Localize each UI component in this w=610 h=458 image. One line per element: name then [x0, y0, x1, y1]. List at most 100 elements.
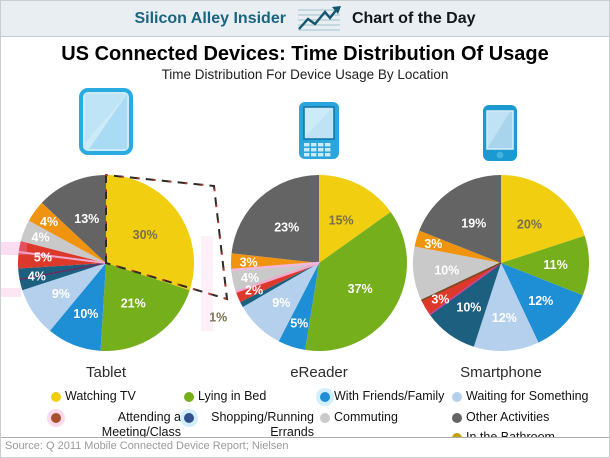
slice-label: 1% [209, 311, 227, 325]
slice-label: 9% [272, 296, 290, 310]
pie-chart-tablet: 30% 21% 10% 9% 4% 5% 4% 4% 13% Tablet [8, 165, 229, 381]
slice-label: 20% [517, 217, 542, 231]
slice-label: 12% [492, 311, 517, 325]
pie-caption-tablet: Tablet [85, 364, 127, 381]
slice-label: 19% [461, 216, 486, 230]
legend-dot-waiting [452, 392, 462, 402]
slice-label: 13% [74, 212, 99, 226]
slice-label: 2% [245, 284, 263, 298]
slice-label: 30% [133, 228, 158, 242]
legend-item-attending-meeting: Attending a Meeting/Class [51, 410, 184, 441]
pie-slice [41, 175, 106, 263]
slice-label: 4% [28, 270, 46, 284]
slice-label: 10% [73, 307, 98, 321]
pie-slice [106, 175, 194, 291]
pie-slice [231, 175, 319, 263]
legend-item-lying-in-bed: Lying in Bed [184, 389, 320, 405]
slice-label: 4% [32, 231, 50, 245]
pie-slice [473, 263, 539, 351]
slice-label: 3% [424, 237, 442, 251]
pie-slice [235, 263, 319, 303]
pie-slice [242, 263, 319, 342]
tablet-icon [79, 88, 133, 155]
legend-label: Attending a Meeting/Class [101, 409, 181, 440]
slice-label: 10% [434, 263, 459, 277]
slice-label: 10% [456, 301, 481, 315]
slice-label: 15% [329, 213, 354, 227]
pie-chart-ereader: 15% 37% 5% 9% 1% 2% 4% 3% 23% eReader [209, 165, 417, 381]
legend-label: Shopping/Running Errands [211, 409, 314, 440]
slice-label: 4% [241, 271, 259, 285]
legend-item-with-friends: With Friends/Family [320, 389, 452, 405]
legend-item-other-activities: Other Activities [452, 410, 605, 426]
legend-dot-lying-in-bed [184, 392, 194, 402]
legend-dot-other-activities [452, 412, 462, 423]
slice-label: 3% [431, 292, 449, 306]
legend-item-watching-tv: Watching TV [51, 389, 184, 405]
line-chart-icon [297, 5, 341, 30]
slice-label: 5% [34, 251, 52, 265]
pie-slice [240, 263, 319, 307]
pie-slice [305, 211, 407, 351]
slice-label: 3% [240, 255, 258, 269]
legend-item-shopping-errands: Shopping/Running Errands [184, 410, 320, 441]
legend-column: With Friends/Family Commuting [320, 389, 452, 425]
slice-label: 4% [40, 215, 58, 229]
ereader-icon [299, 102, 339, 159]
legend-dot-with-friends [320, 392, 330, 402]
legend-dot-watching-tv [51, 392, 61, 402]
legend-label: With Friends/Family [334, 389, 445, 403]
pie-slice [414, 230, 501, 263]
legend-column: Watching TV Attending a Meeting/Class [51, 389, 184, 441]
pie-slice [501, 263, 583, 343]
slice-label: 37% [348, 282, 373, 296]
legend-column: Lying in Bed Shopping/Running Errands [184, 389, 320, 441]
pie-slice [501, 175, 585, 263]
pie-slice [413, 246, 501, 301]
pie-slice [278, 263, 319, 350]
legend-item-commuting: Commuting [320, 410, 452, 426]
pie-chart-smartphone: 20% 11% 12% 12% 10% 3% 10% 3% 19% Smartphone [403, 165, 599, 381]
slice-sliver-artifacts [421, 262, 502, 316]
slice-label: 12% [528, 294, 553, 308]
slice-label: 11% [543, 258, 567, 272]
slice-label: 5% [290, 317, 308, 331]
page-subtitle: Time Distribution For Device Usage By Lo… [161, 67, 449, 82]
legend-dot-shopping-errands [184, 412, 194, 423]
pie-slice [17, 241, 106, 269]
legend-label: Commuting [334, 409, 398, 424]
pie-slice [319, 175, 391, 263]
legend-label: Watching TV [65, 389, 136, 403]
slice-label: 23% [274, 220, 299, 234]
pie-slice [22, 263, 107, 331]
brand-logo-text: Silicon Alley Insider [134, 9, 286, 27]
pie-slice [231, 253, 319, 270]
slice-label: 9% [52, 287, 70, 301]
smartphone-icon [483, 105, 517, 161]
highlight-wedge-dashes [105, 173, 229, 301]
pie-slice [421, 263, 501, 315]
pie-slice [501, 235, 589, 296]
pie-slice [100, 263, 190, 351]
legend-dot-commuting [320, 412, 330, 423]
header-title: Chart of the Day [351, 9, 476, 27]
pie-caption-smartphone: Smartphone [460, 364, 542, 381]
source-footer: Source: Q 2011 Mobile Connected Device R… [1, 437, 609, 457]
legend-label: Other Activities [466, 409, 550, 424]
pie-slice [429, 263, 501, 347]
legend-label: Waiting for Something [466, 389, 589, 403]
slice-sliver-artifacts [231, 261, 320, 293]
slice-sliver-artifacts [18, 251, 107, 281]
pie-slice [49, 263, 106, 351]
page-title: US Connected Devices: Time Distribution … [61, 43, 549, 65]
pie-caption-ereader: eReader [290, 364, 348, 381]
legend-label: Lying in Bed [198, 389, 267, 403]
legend-dot-attending-meeting [51, 412, 61, 423]
pie-slice [20, 220, 107, 263]
slice-label: 21% [121, 297, 146, 311]
pie-slice [18, 263, 107, 291]
header-bar: Silicon Alley Insider Chart of the Day [1, 1, 609, 37]
legend-item-waiting: Waiting for Something [452, 389, 605, 405]
pie-slice [419, 175, 501, 263]
